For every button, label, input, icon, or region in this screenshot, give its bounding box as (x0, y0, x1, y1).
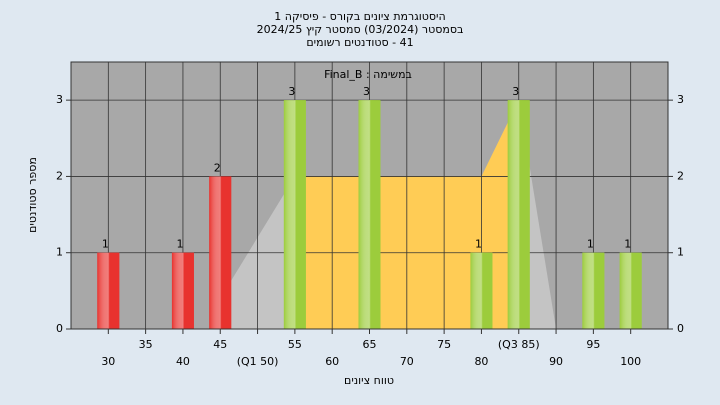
y-tick-label: 3 (56, 93, 63, 106)
data-label: 3 (363, 85, 370, 98)
bar (283, 100, 306, 330)
bar (507, 100, 530, 330)
x-tick-label: 40 (176, 355, 190, 368)
chart-title: בסמסטר (03/2024) סמסטר קיץ 2024/25 (257, 23, 464, 36)
bar (358, 100, 381, 330)
y-axis-label: מספר סטודנטים (26, 157, 39, 233)
x-tick-label: 80 (474, 355, 488, 368)
bar (582, 252, 605, 329)
y-tick-label: 1 (677, 246, 684, 259)
x-axis-label: טווח ציונים (344, 374, 394, 387)
bar (97, 252, 120, 329)
data-label: 1 (587, 238, 594, 251)
y-tick-label: 1 (56, 246, 63, 259)
y-tick-label: 0 (677, 322, 684, 335)
data-label: 2 (214, 161, 221, 174)
bar (619, 252, 642, 329)
x-tick-label: 35 (139, 338, 153, 351)
bar (470, 252, 493, 329)
x-tick-label: 90 (549, 355, 563, 368)
chart-title: היסטוגרמת ציונים בקורס - פיסיקה 1 (274, 10, 445, 23)
x-tick-label: 45 (213, 338, 227, 351)
data-label: 1 (475, 238, 482, 251)
y-tick-label: 2 (56, 169, 63, 182)
x-tick-label: (Q1 50) (237, 355, 279, 368)
bar (209, 176, 232, 329)
x-tick-label: 75 (437, 338, 451, 351)
x-tick-label: 70 (400, 355, 414, 368)
data-label: 3 (512, 85, 519, 98)
chart-title: 41 - סטודנטים רשומים (306, 36, 413, 49)
x-tick-label: 100 (620, 355, 641, 368)
data-label: 1 (102, 238, 109, 251)
data-label: 1 (176, 238, 183, 251)
x-tick-label: 30 (101, 355, 115, 368)
y-tick-label: 0 (56, 322, 63, 335)
plot-frame (70, 61, 669, 330)
data-label: 3 (288, 85, 295, 98)
x-tick-label: 55 (288, 338, 302, 351)
x-tick-label: (Q3 85) (498, 338, 540, 351)
x-tick-label: 95 (586, 338, 600, 351)
chart-subtitle: במשימה : Final_B (324, 68, 412, 81)
x-tick-label: 65 (363, 338, 377, 351)
y-tick-label: 2 (677, 169, 684, 182)
data-label: 1 (624, 238, 631, 251)
x-tick-label: 60 (325, 355, 339, 368)
y-tick-label: 3 (677, 93, 684, 106)
bar (171, 252, 194, 329)
